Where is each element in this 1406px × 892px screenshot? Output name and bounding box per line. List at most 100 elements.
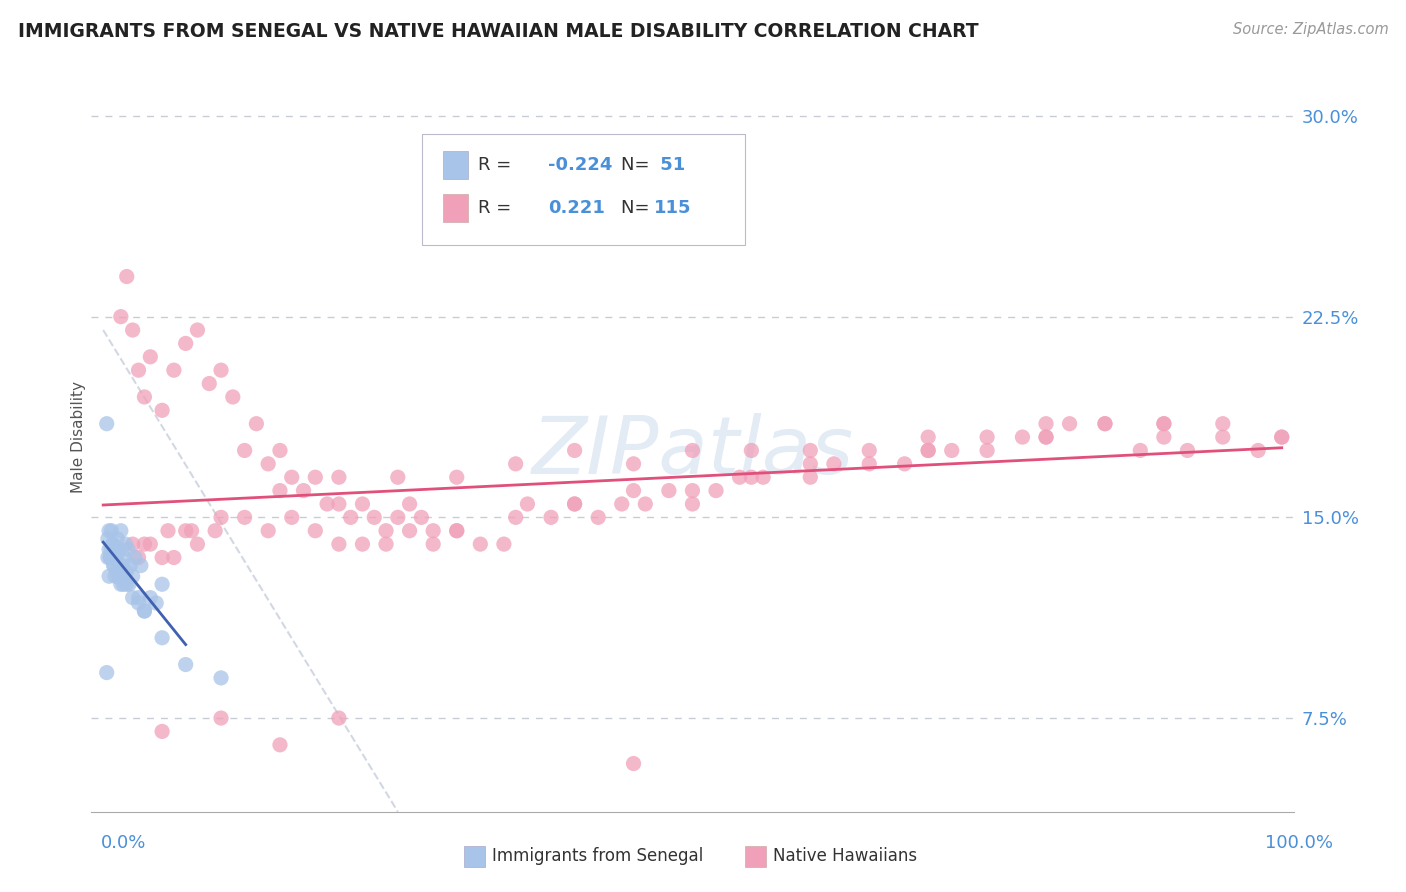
Point — [398, 524, 420, 538]
Text: IMMIGRANTS FROM SENEGAL VS NATIVE HAWAIIAN MALE DISABILITY CORRELATION CHART: IMMIGRANTS FROM SENEGAL VS NATIVE HAWAII… — [18, 22, 979, 41]
Point — [352, 497, 374, 511]
Point — [422, 537, 444, 551]
Point — [105, 550, 128, 565]
Text: 115: 115 — [654, 199, 692, 217]
Point — [134, 604, 156, 618]
Point — [681, 443, 703, 458]
Point — [917, 430, 939, 444]
Point — [174, 657, 197, 672]
Point — [540, 510, 562, 524]
Point — [103, 558, 125, 573]
Point — [96, 665, 118, 680]
Point — [97, 550, 120, 565]
Point — [134, 537, 156, 551]
Point — [1059, 417, 1081, 431]
Point — [112, 550, 135, 565]
Point — [103, 558, 125, 573]
Point — [1177, 443, 1199, 458]
Point — [917, 443, 939, 458]
Point — [352, 537, 374, 551]
Text: Immigrants from Senegal: Immigrants from Senegal — [492, 847, 703, 865]
Point — [411, 510, 433, 524]
Point — [564, 497, 586, 511]
Point — [375, 524, 398, 538]
Point — [422, 524, 444, 538]
Point — [100, 524, 122, 538]
Point — [139, 350, 162, 364]
Point — [120, 558, 142, 573]
Point — [104, 550, 127, 565]
Point — [209, 363, 232, 377]
Text: Source: ZipAtlas.com: Source: ZipAtlas.com — [1233, 22, 1389, 37]
Point — [128, 550, 150, 565]
Point — [681, 483, 703, 498]
Point — [328, 497, 350, 511]
Point — [107, 569, 129, 583]
Point — [799, 443, 821, 458]
Text: -0.224: -0.224 — [548, 156, 613, 174]
Text: 51: 51 — [654, 156, 685, 174]
Point — [98, 550, 121, 565]
Point — [97, 532, 120, 546]
Point — [101, 537, 124, 551]
Text: R =: R = — [478, 199, 517, 217]
Point — [222, 390, 245, 404]
Point — [623, 756, 645, 771]
Point — [105, 532, 128, 546]
Point — [111, 564, 134, 578]
Point — [1271, 430, 1294, 444]
Point — [269, 443, 291, 458]
Point — [1035, 430, 1057, 444]
Point — [129, 558, 152, 573]
Point — [107, 564, 129, 578]
Y-axis label: Male Disability: Male Disability — [70, 381, 86, 493]
Text: 0.0%: 0.0% — [101, 834, 146, 852]
Point — [209, 510, 232, 524]
Point — [1094, 417, 1116, 431]
Point — [658, 483, 681, 498]
Point — [1271, 430, 1294, 444]
Point — [363, 510, 385, 524]
Point — [139, 591, 162, 605]
Point — [98, 550, 121, 565]
Point — [121, 591, 143, 605]
Point — [634, 497, 657, 511]
Point — [505, 457, 527, 471]
Point — [858, 443, 880, 458]
Point — [108, 542, 131, 557]
Point — [740, 470, 762, 484]
Point — [186, 537, 208, 551]
Point — [134, 604, 156, 618]
Point — [1035, 417, 1057, 431]
Point — [110, 577, 132, 591]
Point — [269, 738, 291, 752]
Point — [704, 483, 727, 498]
Point — [681, 497, 703, 511]
Point — [858, 457, 880, 471]
Point — [145, 596, 167, 610]
Text: 0.221: 0.221 — [548, 199, 605, 217]
Point — [1094, 417, 1116, 431]
Point — [516, 497, 538, 511]
Point — [150, 550, 173, 565]
Point — [280, 470, 302, 484]
Point — [328, 537, 350, 551]
Point — [233, 443, 256, 458]
Point — [209, 671, 232, 685]
Point — [799, 457, 821, 471]
Point — [586, 510, 609, 524]
Point — [115, 577, 138, 591]
Point — [1212, 417, 1234, 431]
Point — [100, 542, 122, 557]
Point — [610, 497, 633, 511]
Point — [115, 269, 138, 284]
Point — [163, 550, 186, 565]
Point — [470, 537, 492, 551]
Point — [128, 591, 150, 605]
Point — [105, 564, 128, 578]
Point — [976, 443, 998, 458]
Point — [398, 497, 420, 511]
Point — [1153, 417, 1175, 431]
Point — [233, 510, 256, 524]
Point — [328, 470, 350, 484]
